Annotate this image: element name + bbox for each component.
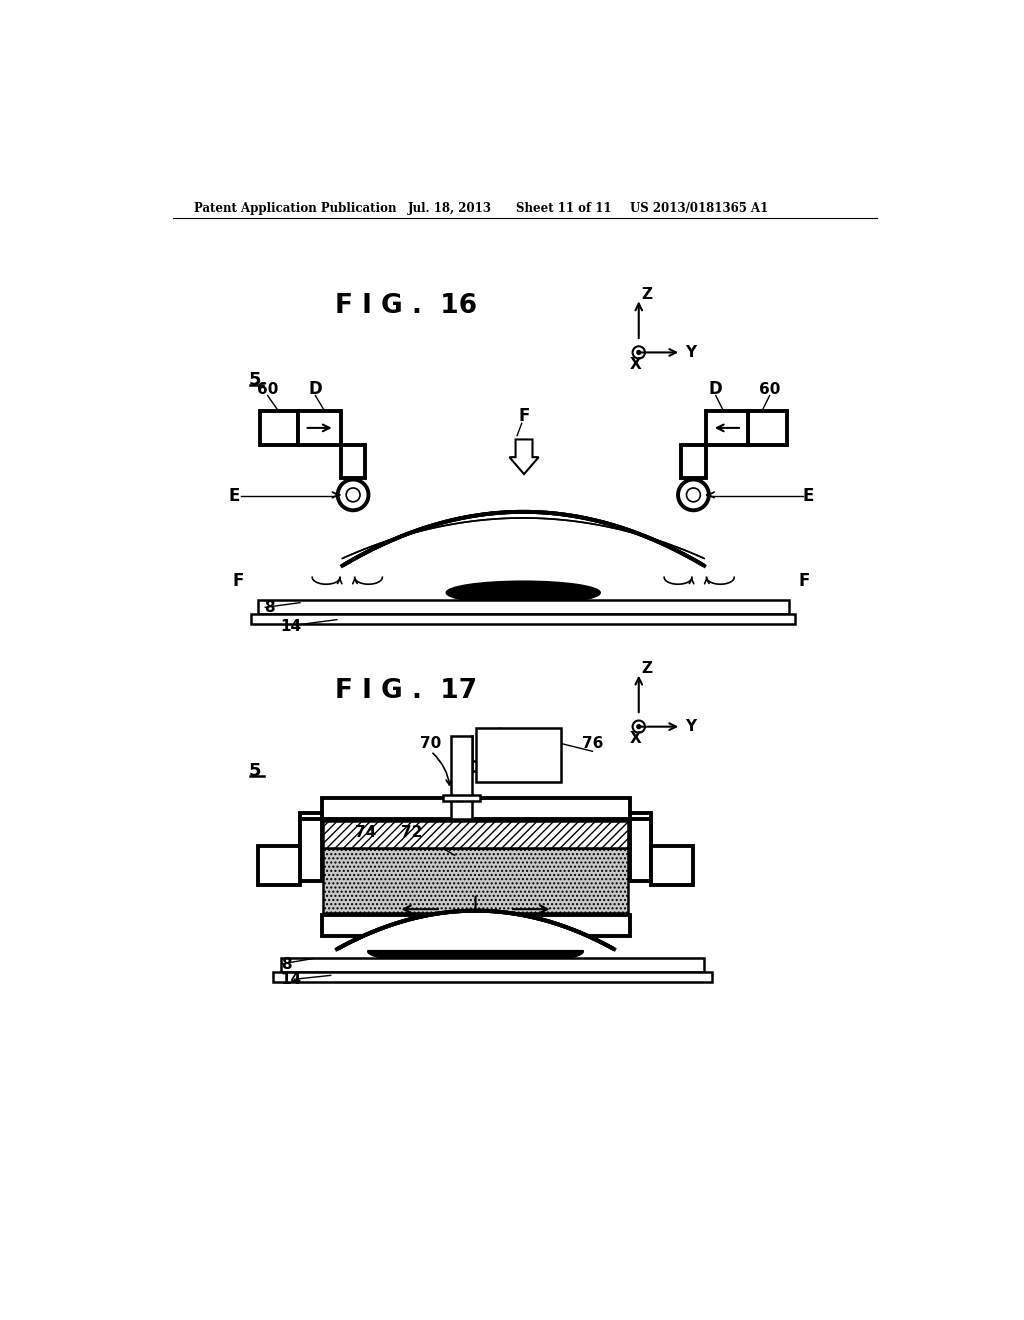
Text: E: E — [228, 487, 241, 506]
Text: Patent Application Publication: Patent Application Publication — [194, 202, 396, 215]
Bar — [323, 821, 628, 847]
Bar — [651, 846, 693, 884]
Text: 72: 72 — [401, 825, 422, 840]
Bar — [300, 818, 322, 880]
Circle shape — [346, 488, 360, 502]
Circle shape — [678, 479, 709, 511]
Bar — [252, 614, 795, 624]
Text: D: D — [709, 380, 723, 399]
Text: E: E — [803, 487, 814, 506]
Ellipse shape — [446, 581, 600, 605]
Circle shape — [637, 351, 641, 354]
Bar — [681, 445, 706, 478]
Circle shape — [633, 346, 645, 359]
Circle shape — [633, 721, 645, 733]
Text: 8: 8 — [264, 599, 275, 615]
Text: 8: 8 — [281, 957, 292, 972]
Bar — [451, 737, 472, 818]
Bar — [341, 445, 366, 478]
Text: F I G .  16: F I G . 16 — [335, 293, 477, 319]
Text: 60: 60 — [257, 381, 279, 397]
Text: D: D — [308, 380, 323, 399]
Bar — [323, 847, 628, 913]
Text: 14: 14 — [281, 972, 302, 987]
Text: Z: Z — [642, 661, 653, 676]
Text: F: F — [232, 572, 244, 590]
Text: Y: Y — [685, 345, 696, 360]
Bar — [300, 813, 322, 875]
Text: 14: 14 — [281, 619, 302, 634]
Bar — [322, 915, 630, 936]
Bar — [273, 972, 712, 982]
Bar — [630, 813, 651, 875]
Text: 5: 5 — [249, 762, 261, 780]
Bar — [258, 601, 788, 614]
Text: X: X — [630, 731, 641, 747]
Bar — [322, 797, 630, 818]
Bar — [258, 846, 300, 884]
Bar — [749, 411, 786, 445]
Text: 70: 70 — [420, 737, 441, 751]
Text: 5: 5 — [249, 371, 261, 389]
Text: Y: Y — [685, 719, 696, 734]
Circle shape — [686, 488, 700, 502]
FancyArrow shape — [509, 440, 539, 474]
Bar — [630, 818, 651, 880]
Bar — [443, 795, 480, 801]
Text: F: F — [799, 572, 810, 590]
Bar — [706, 411, 749, 445]
Bar — [476, 729, 561, 781]
Text: Z: Z — [642, 288, 653, 302]
Text: Jul. 18, 2013: Jul. 18, 2013 — [408, 202, 492, 215]
Circle shape — [338, 479, 369, 511]
Bar — [298, 411, 341, 445]
Text: F: F — [518, 408, 529, 425]
Circle shape — [637, 725, 641, 729]
Polygon shape — [337, 911, 614, 949]
Text: Sheet 11 of 11: Sheet 11 of 11 — [515, 202, 611, 215]
Text: 76: 76 — [582, 737, 603, 751]
Ellipse shape — [368, 939, 584, 965]
Bar — [260, 411, 298, 445]
Text: X: X — [630, 358, 641, 372]
Text: US 2013/0181365 A1: US 2013/0181365 A1 — [630, 202, 768, 215]
Bar — [281, 958, 705, 972]
Text: 60: 60 — [759, 381, 780, 397]
Text: 74: 74 — [354, 825, 376, 840]
Text: F I G .  17: F I G . 17 — [335, 678, 477, 705]
